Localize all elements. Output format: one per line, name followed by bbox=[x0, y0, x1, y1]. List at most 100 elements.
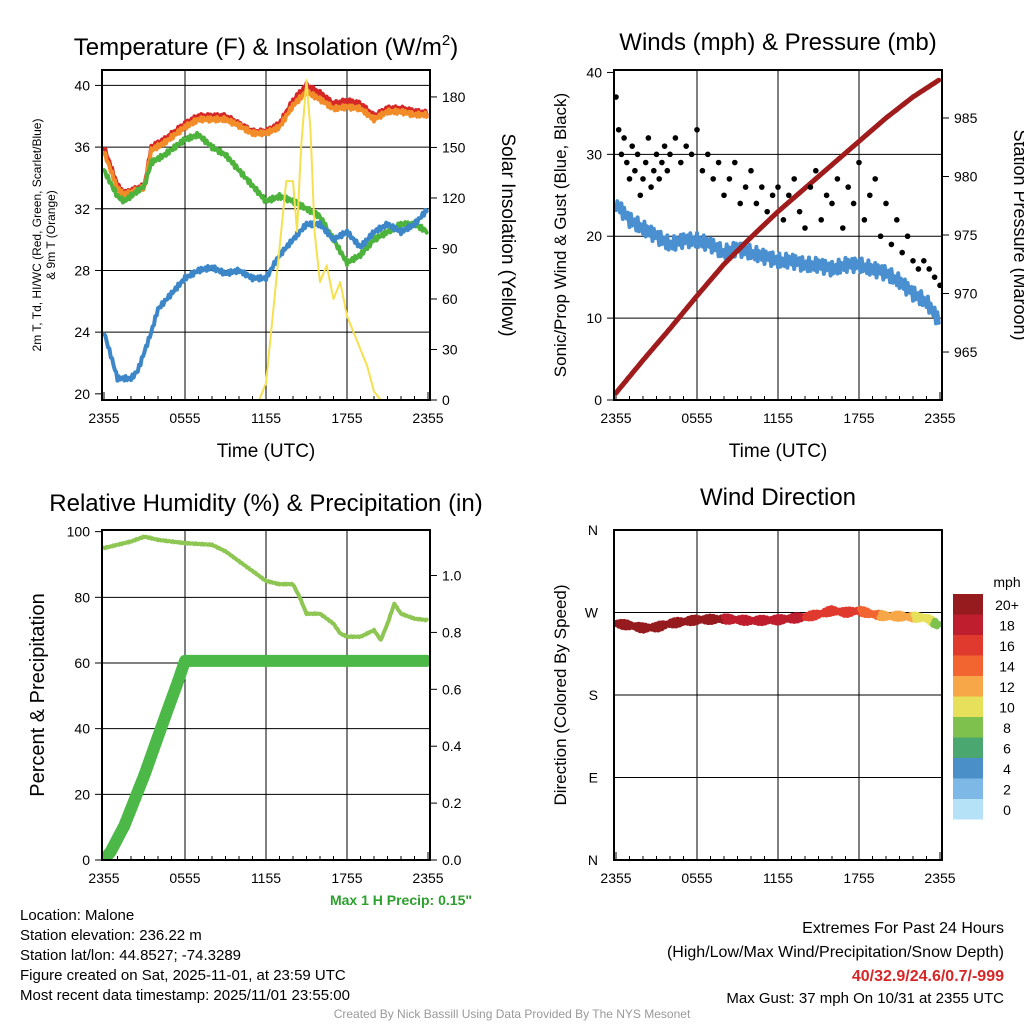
gust-point bbox=[780, 217, 787, 223]
gust-point bbox=[834, 176, 841, 182]
x-tick-label: 2355 bbox=[88, 410, 119, 426]
y-tick-label: 24 bbox=[74, 324, 90, 340]
extremes-values: 40/32.9/24.6/0.7/-999 bbox=[851, 968, 1004, 985]
y-tick-label: E bbox=[589, 770, 598, 786]
y-axis-label: Percent & Precipitation bbox=[27, 593, 49, 796]
gust-point bbox=[678, 159, 684, 166]
gust-point bbox=[748, 167, 754, 174]
y2-tick-label: 980 bbox=[954, 168, 978, 184]
station-info: Location: Malone Station elevation: 236.… bbox=[20, 906, 350, 1006]
gust-point bbox=[926, 266, 932, 272]
panel-1: Temperature (F) & Insolation (W/m2) 2355 0… bbox=[30, 32, 518, 462]
gust-point bbox=[737, 200, 743, 207]
plot-frame bbox=[101, 529, 431, 861]
extremes: Extremes For Past 24 Hours (High/Low/Max… bbox=[667, 917, 1004, 1009]
gust-point bbox=[624, 159, 630, 166]
gust-point bbox=[915, 266, 922, 272]
gust-point bbox=[710, 176, 716, 182]
x-tick-label: 2355 bbox=[600, 410, 631, 426]
max-precip-annotation: Max 1 H Precip: 0.15" bbox=[330, 892, 472, 908]
recent-timestamp: Most recent data timestamp: 2025/11/01 2… bbox=[20, 987, 350, 1004]
gust-point bbox=[921, 257, 927, 264]
gust-point bbox=[899, 249, 905, 256]
gust-point bbox=[656, 176, 662, 182]
gust-point bbox=[775, 184, 781, 190]
gust-point bbox=[796, 208, 803, 215]
x-tick-label: 2355 bbox=[412, 410, 443, 426]
legend-label: 20+ bbox=[995, 597, 1019, 613]
gust-point bbox=[742, 184, 749, 190]
gust-point bbox=[645, 135, 652, 141]
chart-title: Wind Direction bbox=[700, 484, 856, 511]
y-axis-label: 2m T, Td, HI/WC (Red, Green, Scarlet/Blu… bbox=[30, 119, 44, 352]
y2-tick-label: 985 bbox=[954, 110, 978, 126]
series-line-hi-wc bbox=[102, 208, 429, 383]
y-tick-label: W bbox=[585, 605, 599, 621]
y2-tick-label: 1.0 bbox=[442, 568, 462, 584]
gust-point bbox=[937, 282, 942, 289]
extremes-subtitle: (High/Low/Max Wind/Precipitation/Snow De… bbox=[666, 944, 1004, 961]
y-tick-label: 80 bbox=[74, 589, 90, 605]
legend-swatch bbox=[953, 717, 983, 738]
y2-axis-label: Station Pressure (Maroon) bbox=[1010, 129, 1024, 340]
gust-point bbox=[910, 257, 916, 264]
gust-point bbox=[867, 192, 873, 199]
gust-point bbox=[621, 135, 627, 141]
legend-label: 16 bbox=[999, 638, 1015, 654]
elevation: Station elevation: 236.22 m bbox=[20, 927, 202, 944]
gust-point bbox=[653, 151, 660, 158]
y2-tick-label: 30 bbox=[442, 341, 458, 357]
x-tick-label: 1755 bbox=[843, 410, 874, 426]
plot-frame bbox=[613, 69, 943, 401]
y-axis-label-line2: & 9m T (Orange) bbox=[44, 190, 58, 280]
x-tick-label: 0555 bbox=[169, 410, 200, 426]
x-tick-label: 1755 bbox=[843, 870, 874, 886]
gust-point bbox=[759, 184, 765, 190]
legend-label: 18 bbox=[999, 618, 1015, 634]
y-tick-label: 100 bbox=[67, 524, 91, 540]
legend-label: 14 bbox=[999, 659, 1015, 675]
location: Location: Malone bbox=[20, 907, 135, 924]
y-tick-label: 10 bbox=[586, 310, 602, 326]
legend-title: mph bbox=[993, 574, 1020, 590]
gust-point bbox=[629, 143, 635, 149]
gust-point bbox=[632, 167, 638, 174]
y-tick-label: 60 bbox=[74, 655, 90, 671]
y-tick-label: 20 bbox=[586, 228, 602, 244]
series-line--m-t bbox=[102, 81, 429, 197]
gust-point bbox=[614, 94, 619, 100]
gust-point bbox=[845, 184, 851, 190]
y2-tick-label: 0.8 bbox=[442, 624, 462, 640]
legend-swatch bbox=[953, 778, 983, 799]
gust-point bbox=[721, 192, 727, 199]
y-tick-label: N bbox=[588, 522, 598, 538]
legend-swatch bbox=[953, 594, 983, 615]
y2-axis-label: Solar Insolation (Yellow) bbox=[497, 133, 518, 336]
gust-point bbox=[764, 208, 770, 215]
x-tick-label: 2355 bbox=[412, 870, 443, 886]
legend-label: 10 bbox=[999, 700, 1015, 716]
gust-point bbox=[807, 184, 814, 190]
gust-point bbox=[672, 135, 679, 141]
legend-swatch bbox=[953, 635, 983, 656]
legend-label: 4 bbox=[1003, 761, 1011, 777]
series-line-pressure bbox=[614, 77, 942, 396]
max-gust: Max Gust: 37 mph On 10/31 at 2355 UTC bbox=[726, 990, 1004, 1007]
gust-point bbox=[883, 200, 889, 207]
gust-point bbox=[856, 159, 862, 166]
gust-point bbox=[715, 159, 722, 166]
chart-title: Temperature (F) & Insolation (W/m2) bbox=[74, 32, 458, 61]
x-tick-label: 2355 bbox=[924, 410, 955, 426]
gust-point bbox=[769, 192, 776, 199]
series-group bbox=[614, 605, 942, 634]
gust-point bbox=[667, 151, 673, 158]
gust-point bbox=[637, 192, 644, 199]
gust-point bbox=[726, 176, 733, 182]
gust-point bbox=[640, 176, 646, 182]
y2-tick-label: 0.6 bbox=[442, 681, 462, 697]
gust-point bbox=[618, 151, 625, 158]
x-tick-label: 1155 bbox=[763, 410, 793, 426]
